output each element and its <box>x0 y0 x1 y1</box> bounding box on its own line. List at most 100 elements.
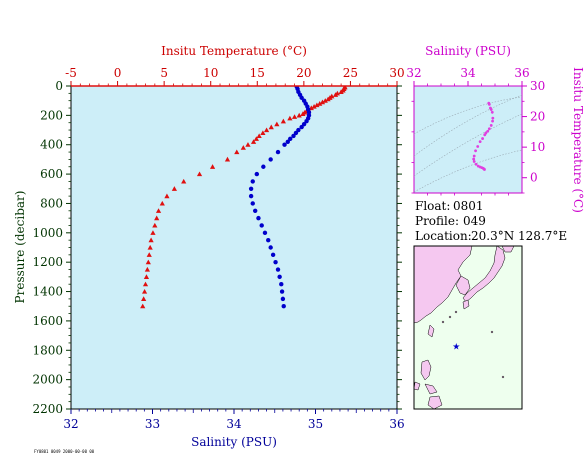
salinity-point <box>261 164 266 169</box>
temperature-tick-label: 30 <box>389 66 404 80</box>
ts-point <box>474 149 477 153</box>
temperature-point <box>181 178 187 184</box>
pressure-tick-label: 800 <box>40 196 63 210</box>
ts-point <box>472 154 476 158</box>
taiwan <box>427 324 435 338</box>
salinity-point <box>282 142 287 147</box>
pressure-tick-label: 0 <box>55 79 63 93</box>
pressure-axis-ticks: 0 200 400 600 800 1000 1200 1400 1600 1800 2000 220… <box>32 79 402 416</box>
pressure-axis-title: Pressure (decibar) <box>13 191 27 304</box>
temperature-point <box>287 115 293 121</box>
salinity-axis-title: Salinity (PSU) <box>191 435 277 449</box>
pressure-tick-label: 1400 <box>32 285 63 299</box>
pressure-tick-label: 1200 <box>32 255 63 269</box>
temperature-point <box>250 139 257 144</box>
map-land <box>414 246 515 409</box>
temperature-point <box>148 237 154 243</box>
ts-point <box>489 124 493 127</box>
salinity-point <box>256 215 261 221</box>
salinity-point <box>259 223 264 228</box>
salinity-tick-label: 33 <box>145 417 160 431</box>
mindanao <box>427 395 443 409</box>
temperature-point <box>209 164 216 169</box>
ts-temperature-tick-label: 30 <box>530 79 545 93</box>
salinity-point <box>277 274 282 280</box>
salinity-point <box>280 296 286 302</box>
pressure-tick-label: 200 <box>40 108 63 122</box>
temperature-point <box>338 89 344 94</box>
japan <box>462 246 506 303</box>
temperature-point <box>147 244 153 250</box>
pressure-tick-label: 1600 <box>32 314 63 328</box>
pressure-tick-label: 400 <box>40 138 63 152</box>
salinity-point <box>270 252 276 258</box>
temperature-point <box>141 296 147 301</box>
temperature-point <box>164 193 170 199</box>
temperature-point <box>322 98 328 103</box>
hokkaido <box>501 246 515 253</box>
density-contours <box>414 94 522 193</box>
ts-point <box>483 133 487 137</box>
temperature-point <box>159 200 165 206</box>
salinity-point <box>301 121 307 127</box>
pressure-tick-label: 600 <box>40 167 63 181</box>
salinity-tick-label: 32 <box>63 417 78 431</box>
pressure-tick-label: 2200 <box>32 402 63 416</box>
temperature-point <box>300 111 306 116</box>
ts-point <box>489 108 493 111</box>
ts-point <box>490 110 494 114</box>
salinity-point <box>296 127 301 133</box>
location-map: ★ <box>413 245 523 410</box>
temperature-point <box>268 124 274 130</box>
bonin <box>490 330 494 334</box>
ts-point <box>487 102 491 106</box>
temperature-point <box>141 288 148 294</box>
temperature-tick-label: 0 <box>114 66 122 80</box>
korea <box>455 275 471 296</box>
temperature-tick-label: -5 <box>65 66 77 80</box>
luzon <box>420 359 432 381</box>
ts-temperature-axis-title: Insitu Temperature (°C) <box>571 67 585 213</box>
ts-point <box>481 137 484 140</box>
temperature-point <box>314 102 320 108</box>
ts-point <box>474 162 478 166</box>
density-contour <box>414 149 522 193</box>
salinity-point <box>279 282 284 287</box>
ts-point <box>476 145 480 148</box>
temperature-point <box>245 142 251 147</box>
ts-temperature-tick-label: 10 <box>530 140 545 154</box>
ryukyu-2 <box>448 315 452 319</box>
location-label: Location: <box>415 229 472 243</box>
ts-temperature-tick-label: 0 <box>530 171 538 185</box>
temperature-point <box>196 171 203 177</box>
salinity-point <box>275 149 281 155</box>
location-value: 20.3°N 128.7°E <box>471 229 567 243</box>
temperature-point <box>296 112 302 118</box>
temperature-point <box>280 118 286 124</box>
salinity-point <box>252 208 258 213</box>
temperature-point <box>253 136 259 141</box>
salinity-point <box>268 245 273 250</box>
salinity-point <box>291 133 296 139</box>
salinity-point <box>268 157 273 162</box>
star-icon: ★ <box>452 343 460 353</box>
temperature-point <box>154 215 160 221</box>
float-label: Float: <box>415 199 450 213</box>
kyushu <box>462 299 470 310</box>
temperature-point <box>260 130 266 136</box>
ts-point <box>472 157 476 161</box>
temperature-axis-ticks: -5 0 5 10 15 20 25 30 <box>65 66 405 86</box>
float-value: 0801 <box>453 199 484 213</box>
temperature-tick-label: 10 <box>203 66 218 80</box>
temperature-point <box>256 133 262 138</box>
temperature-point <box>319 99 326 105</box>
float-info: Float: 0801 Profile: 049 Location: 20.3°… <box>415 199 567 243</box>
temperature-point <box>291 114 298 119</box>
ts-axis-ticks: 32 34 36 0 10 20 30 <box>406 66 545 196</box>
salinity-point <box>248 186 254 191</box>
salinity-point <box>293 130 299 136</box>
pressure-tick-label: 2000 <box>32 373 63 387</box>
temperature-point <box>144 266 150 272</box>
ryukyu-1 <box>454 310 458 314</box>
